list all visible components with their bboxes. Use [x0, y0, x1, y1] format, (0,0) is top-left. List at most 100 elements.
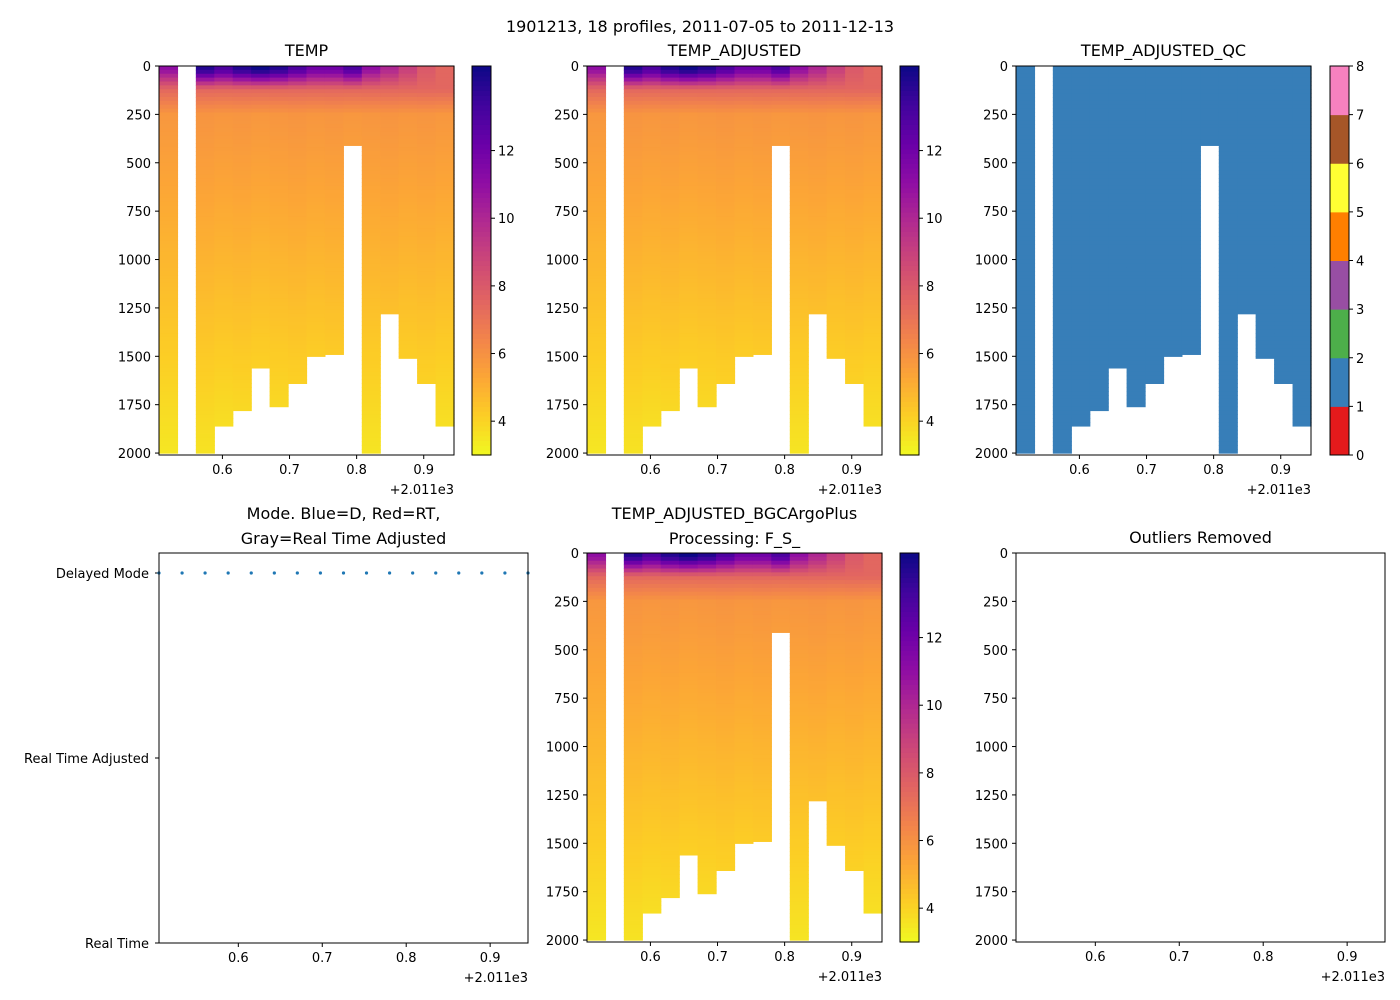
temp-adjusted-cell: [623, 236, 643, 241]
temp-adjusted-qc-cell: [1218, 236, 1238, 241]
temp-adjusted-cell: [716, 290, 736, 295]
temp-bgc-cell: [679, 762, 699, 767]
temp-adjusted-cell: [716, 336, 736, 342]
temp-bgc-cell: [642, 696, 662, 701]
temp-adjusted-qc-cell: [1052, 131, 1072, 137]
temp-cell: [398, 81, 418, 86]
temp-bgc-cell: [716, 680, 736, 686]
temp-adjusted-cell: [679, 290, 699, 295]
temp-adjusted-cell: [623, 336, 643, 342]
temp-cell: [398, 66, 418, 71]
temp-cell: [398, 352, 418, 357]
temp-bgc-cell: [716, 649, 736, 655]
temp-adjusted-qc-cell: [1292, 247, 1312, 253]
temp-cell: [324, 73, 344, 79]
temp-adjusted-qc-cell: [1108, 89, 1128, 94]
temp-adjusted-cell: [587, 398, 607, 404]
temp-cell: [306, 73, 326, 79]
temp-cell: [288, 348, 308, 354]
temp-cell: [159, 240, 179, 245]
temp-adjusted-cell: [716, 197, 736, 203]
temp-adjusted-qc-cell: [1181, 298, 1201, 303]
temp-adjusted-cell: [716, 251, 736, 257]
temp-adjusted-cell: [808, 162, 828, 168]
temp-cell: [435, 73, 455, 79]
temp-adjusted-qc-cell: [1016, 391, 1036, 396]
temp-cell: [195, 135, 215, 141]
temp-adjusted-cell: [587, 433, 607, 439]
temp-adjusted-qc-cell: [1255, 336, 1275, 342]
temp-adjusted-qc-cell: [1016, 73, 1036, 79]
temp-bgc-cell: [697, 665, 717, 670]
temp-adjusted-cell: [808, 116, 828, 121]
temp-bgc-cell: [623, 576, 643, 581]
temp-adjusted-qc-cell: [1255, 236, 1275, 241]
temp-adjusted-qc-cell: [1126, 294, 1146, 299]
temp-adjusted-qc-cell: [1108, 348, 1128, 354]
temp-cell: [195, 348, 215, 354]
temp-bgc-cell: [679, 731, 699, 736]
temp-adjusted-qc-cell: [1016, 224, 1036, 230]
temp-adjusted-cell: [716, 112, 736, 117]
temp-adjusted-qc-cell: [1274, 81, 1294, 86]
temp-cell: [195, 344, 215, 350]
temp-adjusted-cell: [697, 282, 717, 288]
temp-bgc-cell: [808, 653, 828, 659]
temp-adjusted-cell: [863, 422, 883, 427]
temp-bgc-cell: [697, 638, 717, 643]
temp-adjusted-cell: [660, 333, 680, 338]
temp-bgc-cell: [826, 661, 846, 666]
temp-adjusted-cell: [863, 151, 883, 156]
temp-bgc-cell: [752, 785, 772, 790]
temp-cell: [380, 278, 400, 284]
temp-bgc-cell: [826, 684, 846, 690]
temp-bgc-cell: [587, 905, 607, 910]
temp-cell: [269, 367, 289, 373]
temp-colorbar-segment: [472, 211, 491, 218]
temp-adjusted-cell: [752, 135, 772, 141]
temp-bgc-cell: [716, 568, 736, 573]
temp-bgc-cell: [587, 932, 607, 937]
temp-adjusted-cell: [716, 66, 736, 71]
temp-cell: [251, 120, 271, 125]
temp-adjusted-qc-cell: [1237, 166, 1257, 172]
temp-adjusted-qc-cell: [1237, 247, 1257, 253]
temp-adjusted-qc-cell: [1052, 120, 1072, 125]
temp-adjusted-cell: [808, 131, 828, 137]
temp-bgc-cell: [826, 572, 846, 577]
temp-bgc-cell: [587, 703, 607, 709]
temp-adjusted-qc-cell: [1071, 255, 1091, 261]
temp-adjusted-cell: [642, 147, 662, 152]
temp-adjusted-qc-cell: [1089, 367, 1109, 373]
temp-adjusted-cell: [697, 313, 717, 319]
temp-bgc-cell: [642, 568, 662, 573]
temp-adjusted-cell: [642, 395, 662, 400]
temp-bgc-cell: [623, 661, 643, 666]
temp-adjusted-cell: [623, 298, 643, 303]
temp-cell: [306, 85, 326, 90]
temp-bgc-cell: [623, 700, 643, 705]
temp-colorbar-segment: [472, 440, 491, 446]
temp-adjusted-qc-cell: [1016, 325, 1036, 330]
temp-adjusted-qc-cell: [1052, 367, 1072, 373]
temp-colorbar-segment: [472, 109, 491, 116]
temp-cell: [417, 147, 437, 152]
temp-adjusted-qc-cell: [1237, 143, 1257, 148]
temp-cell: [380, 232, 400, 237]
temp-adjusted-qc-cell: [1237, 193, 1257, 199]
temp-adjusted-qc-cell: [1052, 294, 1072, 299]
temp-adjusted-cell: [623, 251, 643, 257]
temp-bgc-cell: [679, 851, 699, 856]
temp-adjusted-qc-cell: [1108, 220, 1128, 226]
temp-adjusted-qc-cell: [1126, 336, 1146, 342]
temp-colorbar-segment: [472, 245, 491, 252]
temp-adjusted-qc-cell: [1218, 244, 1238, 249]
temp-cell: [343, 104, 363, 110]
temp-cell: [435, 139, 455, 145]
temp-bgc-cell: [826, 583, 846, 589]
temp-bgc-cell: [642, 715, 662, 721]
temp-adjusted-cell: [808, 155, 828, 160]
temp-adjusted-cell: [679, 247, 699, 253]
temp-adjusted-cell: [697, 85, 717, 90]
